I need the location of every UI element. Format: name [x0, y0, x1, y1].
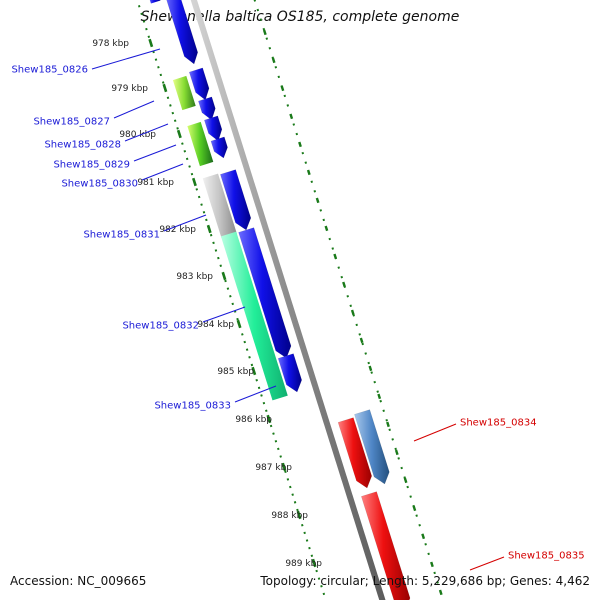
gene-leader-line: [202, 306, 246, 323]
gene-leader-line: [133, 144, 177, 162]
gene-bar-green: [172, 75, 196, 111]
dotted-guide-mark: [350, 309, 355, 316]
gene-leader-line: [413, 423, 457, 442]
gene-label[interactable]: Shew185_0832: [122, 321, 199, 332]
dotted-guide-mark: [386, 421, 390, 428]
gene-features: [149, 0, 411, 600]
gene-arrow-reverse: [337, 417, 372, 489]
dotted-guide-mark: [306, 169, 311, 176]
gene-label[interactable]: Shew185_0828: [44, 140, 121, 151]
gene-leader-line: [124, 123, 169, 142]
gene-labels: Shew185_0826 Shew185_0827 Shew185_0828 Shew…: [11, 65, 584, 562]
ruler-tick-label: 987 kbp: [255, 463, 292, 473]
ruler-tick-mark: [281, 462, 287, 472]
guide-dotted-lines: [136, 0, 445, 600]
gene-arrow-reverse: [361, 491, 411, 600]
gene-bar-blue: [149, 0, 161, 4]
gene-arrow-forward: [204, 115, 223, 142]
dotted-guide-mark: [377, 393, 382, 400]
ruler-tick-label: 983 kbp: [176, 272, 213, 282]
dotted-guide-mark: [421, 533, 426, 540]
dotted-guide-mark: [271, 57, 276, 64]
dotted-guide-mark: [262, 29, 267, 36]
gene-label[interactable]: Shew185_0829: [53, 160, 130, 171]
dotted-guide-mark: [333, 253, 338, 260]
ruler-tick-label: 985 kbp: [217, 367, 254, 377]
accession-text: Accession: NC_009665: [10, 574, 147, 588]
dotted-guide-line: [253, 0, 445, 600]
gene-arrow-forward: [166, 0, 199, 65]
gene-label[interactable]: Shew185_0827: [33, 117, 110, 128]
ruler-tick-mark: [266, 414, 272, 424]
dotted-guide-mark: [359, 337, 364, 344]
dotted-guide-mark: [403, 477, 408, 484]
dotted-guide-mark: [394, 449, 399, 456]
gene-arrow-forward: [210, 136, 228, 159]
dotted-guide-mark: [430, 561, 434, 568]
dotted-guide-line: [136, 0, 327, 600]
gene-leader-line: [234, 385, 277, 403]
gene-label[interactable]: Shew185_0831: [83, 230, 160, 241]
gene-arrow-forward: [277, 353, 303, 393]
ruler-tick-label: 988 kbp: [271, 511, 308, 521]
gene-bar-cyan: [220, 231, 288, 401]
ruler-tick-mark: [192, 177, 197, 187]
dotted-guide-mark: [315, 197, 320, 204]
ruler-tick-mark: [311, 558, 317, 568]
ruler-tick-label: 982 kbp: [159, 225, 196, 235]
dotted-guide-mark: [438, 589, 443, 596]
ruler-tick-mark: [221, 271, 227, 281]
dotted-guide-mark: [280, 85, 285, 92]
gene-leader-line: [163, 214, 207, 232]
ruler-tick-label: 979 kbp: [111, 84, 148, 94]
dotted-guide-mark: [342, 281, 346, 288]
ruler-tick-mark: [176, 129, 182, 139]
ruler-tick-label: 980 kbp: [119, 130, 156, 140]
gene-label[interactable]: Shew185_0826: [11, 65, 88, 76]
gene-label[interactable]: Shew185_0833: [154, 401, 231, 412]
gene-label[interactable]: Shew185_0834: [460, 418, 537, 429]
dotted-guide-mark: [289, 113, 294, 120]
ruler-tick-label: 978 kbp: [92, 39, 129, 49]
ruler-tick-mark: [162, 83, 168, 93]
genome-backbone: [190, 0, 386, 600]
gene-arrow-steelblue: [354, 409, 390, 485]
gene-arrow-forward: [198, 96, 216, 121]
ruler-tick-label: 981 kbp: [137, 178, 174, 188]
gene-leader-line: [469, 556, 505, 571]
kbp-ruler: 978 kbp 979 kbp 980 kbp 981 kbp 982 kbp 983 k…: [92, 38, 322, 569]
genome-stats-text: Topology: circular; Length: 5,229,686 bp…: [260, 574, 590, 588]
ruler-tick-mark: [206, 224, 212, 234]
gene-leader-line: [91, 48, 161, 70]
dotted-guide-mark: [298, 141, 302, 148]
dotted-guide-mark: [324, 225, 329, 232]
gene-leader-line: [141, 163, 184, 181]
ruler-tick-mark: [236, 319, 242, 329]
gene-label[interactable]: Shew185_0835: [508, 551, 585, 562]
ruler-tick-label: 986 kbp: [235, 415, 272, 425]
ruler-tick-mark: [296, 510, 302, 520]
ruler-tick-mark: [251, 366, 257, 376]
gene-leader-line: [113, 100, 155, 119]
ruler-tick-label: 984 kbp: [197, 320, 234, 330]
gene-bar-gray: [202, 173, 237, 239]
ruler-tick-label: 989 kbp: [285, 559, 322, 569]
ruler-tick-mark: [148, 38, 154, 48]
backbone-strip: [190, 0, 386, 600]
gene-arrow-forward: [188, 67, 210, 101]
gene-bar-green: [187, 121, 214, 167]
dotted-guide-mark: [412, 505, 417, 512]
gene-label[interactable]: Shew185_0830: [61, 179, 138, 190]
gene-label-leaders: [91, 48, 505, 571]
gene-arrow-forward: [220, 169, 252, 231]
dotted-guide-mark: [368, 365, 373, 372]
gene-arrow-forward: [238, 227, 292, 359]
